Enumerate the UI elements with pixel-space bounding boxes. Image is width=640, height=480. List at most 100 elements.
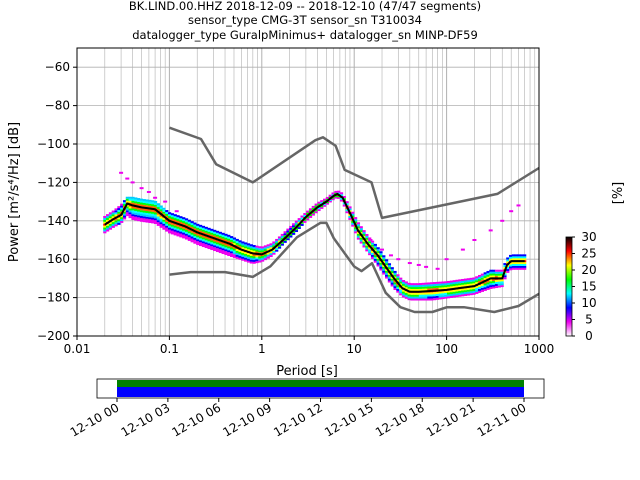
density-cell [401,291,406,294]
density-cell [280,233,284,236]
density-cell [514,263,518,266]
density-cell [478,290,482,293]
density-cell [145,203,149,206]
density-cell [148,199,152,202]
density-cell [393,270,397,273]
density-cell [393,286,397,289]
x-tick-label: 10 [347,342,362,356]
density-cell [162,207,166,210]
density-cell [475,280,479,283]
density-cell [478,278,482,281]
density-cell [165,215,169,218]
density-cell [461,278,465,281]
density-cell [289,227,293,230]
density-cell [120,220,124,223]
density-cell [190,234,194,237]
density-cell [508,268,513,271]
density-cell [137,219,141,222]
density-cell [179,231,183,234]
density-cell [441,295,445,298]
density-cell [376,247,380,250]
density-cell [246,260,251,263]
density-cell [401,283,406,286]
density-cell [103,227,107,230]
density-cell [373,243,377,246]
timeline-data-strip [117,380,524,387]
density-cell [230,251,234,254]
timeline-tick-label: 12-11 00 [475,400,529,439]
density-cell [286,228,290,231]
density-cell [461,284,465,287]
density-cell [292,227,296,230]
density-cell [472,277,476,280]
density-cell [368,241,372,244]
density-cell [320,205,324,208]
density-cell [207,239,211,242]
density-cell [370,254,375,257]
density-cell [393,274,397,277]
density-cell [393,287,397,290]
density-cell [142,218,146,221]
density-cell [122,200,127,203]
density-cell [520,267,524,270]
density-cell [382,268,386,271]
density-cell [424,286,428,289]
density-cell [427,292,431,295]
density-cell [182,232,186,235]
density-cell [311,205,315,208]
density-cell [308,208,313,211]
density-cell [362,239,366,242]
x-tick-label: 1000 [524,342,555,356]
density-cell [165,221,169,224]
density-cell [187,225,191,228]
density-cell [224,243,228,246]
density-cell [449,295,454,298]
density-cell [151,219,155,222]
density-cell [500,271,504,274]
density-cell [218,241,222,244]
density-cell [458,294,462,297]
density-cell [480,279,485,282]
density-cell [139,219,144,222]
outlier-cell [125,177,130,180]
density-cell [452,293,456,296]
density-cell [269,245,273,248]
density-cell [204,232,208,235]
density-cell [489,273,493,276]
density-cell [258,250,262,253]
density-cell [162,209,166,212]
density-cell [275,249,279,252]
density-cell [117,221,121,224]
density-cell [170,218,175,221]
density-cell [508,264,513,267]
density-cell [204,226,208,229]
density-cell [373,260,377,263]
density-cell [447,290,451,293]
density-cell [139,198,144,201]
density-cell [494,273,499,276]
density-cell [444,281,448,284]
density-cell [148,217,152,220]
density-cell [139,208,144,211]
density-cell [168,216,172,219]
density-cell [396,279,400,282]
density-cell [430,282,434,285]
colorbar-tick-label: 5 [585,313,593,327]
density-cell [489,275,493,278]
density-cell [492,280,496,283]
outlier-cell [472,239,477,241]
density-cell [187,229,191,232]
density-cell [184,237,189,240]
density-cell [263,254,268,257]
density-cell [204,242,208,245]
density-cell [289,225,293,228]
density-cell [249,257,253,260]
density-cell [148,205,152,208]
density-cell [232,255,237,258]
density-cell [370,240,375,243]
density-cell [435,293,439,296]
density-cell [196,227,200,230]
density-cell [379,260,383,263]
density-cell [199,242,203,245]
density-cell [244,253,248,256]
